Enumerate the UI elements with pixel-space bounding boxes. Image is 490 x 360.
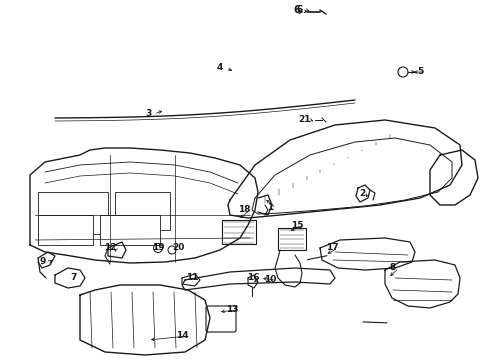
- Bar: [38, 215, 93, 245]
- Text: 21: 21: [298, 116, 310, 125]
- Text: 8: 8: [390, 264, 396, 273]
- Bar: [100, 215, 160, 245]
- Text: 20: 20: [172, 243, 184, 252]
- Text: 15: 15: [291, 220, 303, 230]
- Bar: [38, 192, 108, 234]
- Bar: [115, 192, 170, 230]
- Text: 10: 10: [264, 275, 276, 284]
- Bar: [222, 220, 256, 244]
- Text: 9: 9: [40, 257, 46, 266]
- Text: 17: 17: [326, 243, 338, 252]
- FancyBboxPatch shape: [206, 306, 236, 332]
- Text: 1: 1: [267, 203, 273, 212]
- Text: 11: 11: [186, 274, 198, 283]
- Text: 13: 13: [226, 306, 238, 315]
- Text: 12: 12: [104, 243, 116, 252]
- Text: 6: 6: [297, 5, 303, 14]
- Text: 7: 7: [71, 274, 77, 283]
- Text: 19: 19: [152, 243, 164, 252]
- Text: 5: 5: [417, 68, 423, 77]
- Text: 3: 3: [145, 109, 151, 118]
- Text: 14: 14: [176, 332, 188, 341]
- Text: 4: 4: [217, 63, 223, 72]
- Text: 2: 2: [359, 189, 365, 198]
- Text: 16: 16: [247, 274, 259, 283]
- Bar: [278, 228, 306, 250]
- Text: 6: 6: [294, 5, 300, 15]
- Text: 18: 18: [238, 206, 250, 215]
